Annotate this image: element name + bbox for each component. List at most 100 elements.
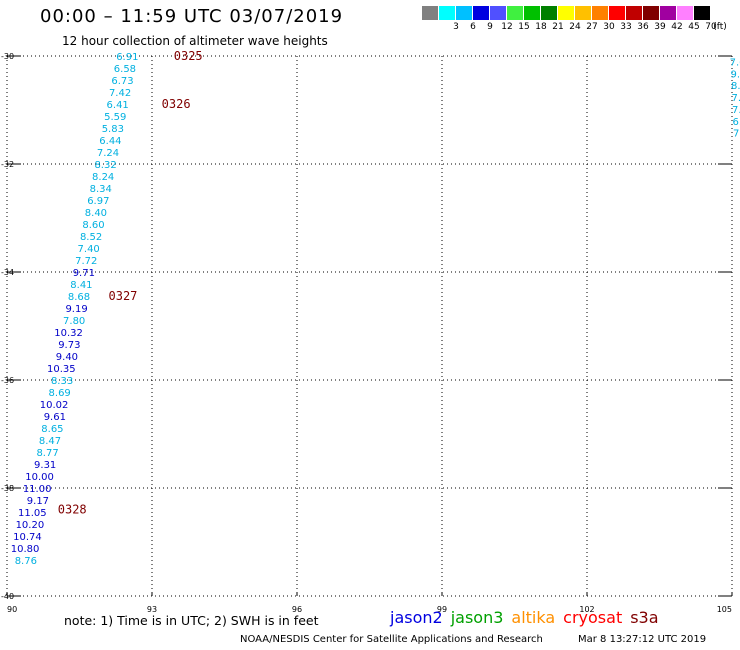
wave-height-point: 7.: [732, 93, 740, 104]
wave-height-point: 6.44: [99, 136, 121, 147]
legend-label: 3: [453, 22, 459, 32]
wave-height-point: 8.: [731, 81, 740, 92]
wave-height-point: 6.: [732, 117, 740, 128]
time-label: 0327: [109, 289, 138, 303]
legend-label: 45: [688, 22, 700, 32]
x-tick-label: 90: [7, 605, 17, 614]
legend-label: 12: [501, 22, 513, 32]
legend-label: 9: [487, 22, 493, 32]
wave-height-point: 8.47: [39, 436, 61, 447]
map-grid: [6, 55, 733, 597]
wave-height-point: 8.40: [85, 208, 107, 219]
wave-height-point: 8.65: [41, 424, 63, 435]
legend-label: 30: [603, 22, 615, 32]
wave-height-point: 8.52: [80, 232, 102, 243]
wave-height-point: 7.42: [109, 88, 131, 99]
wave-height-point: 6.41: [107, 100, 129, 111]
generation-timestamp: Mar 8 13:27:12 UTC 2019: [578, 634, 707, 645]
x-tick-label: 96: [292, 605, 302, 614]
legend-swatch: [558, 6, 575, 20]
wave-height-point: 7.72: [75, 256, 97, 267]
satellite-name: jason2: [390, 608, 443, 627]
legend-label: 70: [705, 22, 717, 32]
legend-labels: 3 6 9 12 15 18 21 24 27 30 33 36 39 42 45 70 (ft): [422, 20, 740, 32]
legend-swatch: [541, 6, 558, 20]
legend-label: 36: [637, 22, 649, 32]
legend-swatch: [660, 6, 677, 20]
wave-height-point: 10.74: [13, 532, 42, 543]
legend-swatch: [643, 6, 660, 20]
wave-height-point: 11.00: [23, 484, 52, 495]
y-tick-label: -36: [1, 376, 14, 385]
legend-swatch: [456, 6, 473, 20]
y-tick-label: -40: [1, 592, 14, 601]
wave-height-point: 9.31: [34, 460, 56, 471]
x-tick-label: 105: [717, 605, 732, 614]
wave-height-point: 10.35: [47, 364, 76, 375]
legend-swatches: [422, 6, 740, 20]
wave-height-point: 8.69: [49, 388, 71, 399]
wave-height-point: 10.02: [40, 400, 69, 411]
legend-swatch: [609, 6, 626, 20]
x-tick-label: 93: [147, 605, 157, 614]
legend-swatch: [524, 6, 541, 20]
wave-height-point: 8.33: [51, 376, 73, 387]
y-tick-label: -34: [1, 268, 14, 277]
map-axes: 90 93 96 99 102 105 -30 -32 -34 -36 -38 -40: [1, 52, 733, 614]
wave-height-point: 9.: [731, 69, 740, 80]
legend-swatch: [592, 6, 609, 20]
wave-height-point: 9.61: [44, 412, 66, 423]
wave-height-point: 9.17: [27, 496, 49, 507]
legend-label: 27: [586, 22, 598, 32]
legend-label: 18: [535, 22, 547, 32]
wave-height-point: 9.71: [73, 268, 95, 279]
satellite-name: jason3: [450, 608, 504, 627]
wave-height-point: 8.77: [36, 448, 58, 459]
legend-label: 33: [620, 22, 632, 32]
wave-height-point: 8.32: [94, 160, 116, 171]
credit-line: NOAA/NESDIS Center for Satellite Applica…: [240, 634, 543, 645]
satellite-name: s3a: [630, 608, 659, 627]
wave-height-point: 6.58: [114, 64, 136, 75]
x-tick-label: 99: [437, 605, 447, 614]
color-legend: 3 6 9 12 15 18 21 24 27 30 33 36 39 42 45 70 (ft): [422, 6, 740, 32]
legend-swatch: [473, 6, 490, 20]
wave-height-point: 6.97: [87, 196, 109, 207]
satellite-name: altika: [511, 608, 556, 627]
satellite-name: cryosat: [563, 608, 623, 627]
y-tick-label: -38: [1, 484, 14, 493]
footer-note: note: 1) Time is in UTC; 2) SWH is in fe…: [64, 613, 319, 628]
time-label: 0325: [174, 49, 203, 63]
y-tick-label: -30: [1, 52, 14, 61]
wave-height-point: 7.6: [730, 57, 740, 68]
wave-height-point: 11.05: [18, 508, 47, 519]
wave-height-point: 5.59: [104, 112, 126, 123]
satellite-legend: jason2 jason3 altika cryosat s3a: [390, 608, 667, 627]
legend-label: 6: [470, 22, 476, 32]
legend-swatch: [507, 6, 524, 20]
x-tick-label: 102: [579, 605, 594, 614]
wave-height-point: 9.73: [58, 340, 80, 351]
time-label: 0326: [162, 97, 191, 111]
legend-label: 42: [671, 22, 683, 32]
track-points: 6.916.586.737.426.415.595.836.447.248.32…: [11, 52, 740, 567]
legend-swatch: [439, 6, 456, 20]
wave-height-point: 7: [733, 129, 739, 140]
time-label: 0328: [58, 503, 87, 517]
wave-height-point: 7.24: [97, 148, 119, 159]
wave-height-point: 6.91: [116, 52, 138, 63]
legend-swatch: [575, 6, 592, 20]
legend-label: 39: [654, 22, 666, 32]
wave-height-point: 9.19: [65, 304, 87, 315]
wave-height-point: 7.80: [63, 316, 85, 327]
wave-height-point: 8.68: [68, 292, 90, 303]
wave-height-point: 8.60: [82, 220, 104, 231]
legend-unit: (ft): [713, 22, 727, 32]
wave-height-point: 5.83: [102, 124, 124, 135]
wave-height-point: 6.73: [111, 76, 133, 87]
legend-label: 24: [569, 22, 581, 32]
time-labels: 0325 0326 0327 0328: [58, 49, 203, 517]
legend-swatch: [677, 6, 694, 20]
map-subtitle: 12 hour collection of altimeter wave hei…: [62, 34, 328, 48]
